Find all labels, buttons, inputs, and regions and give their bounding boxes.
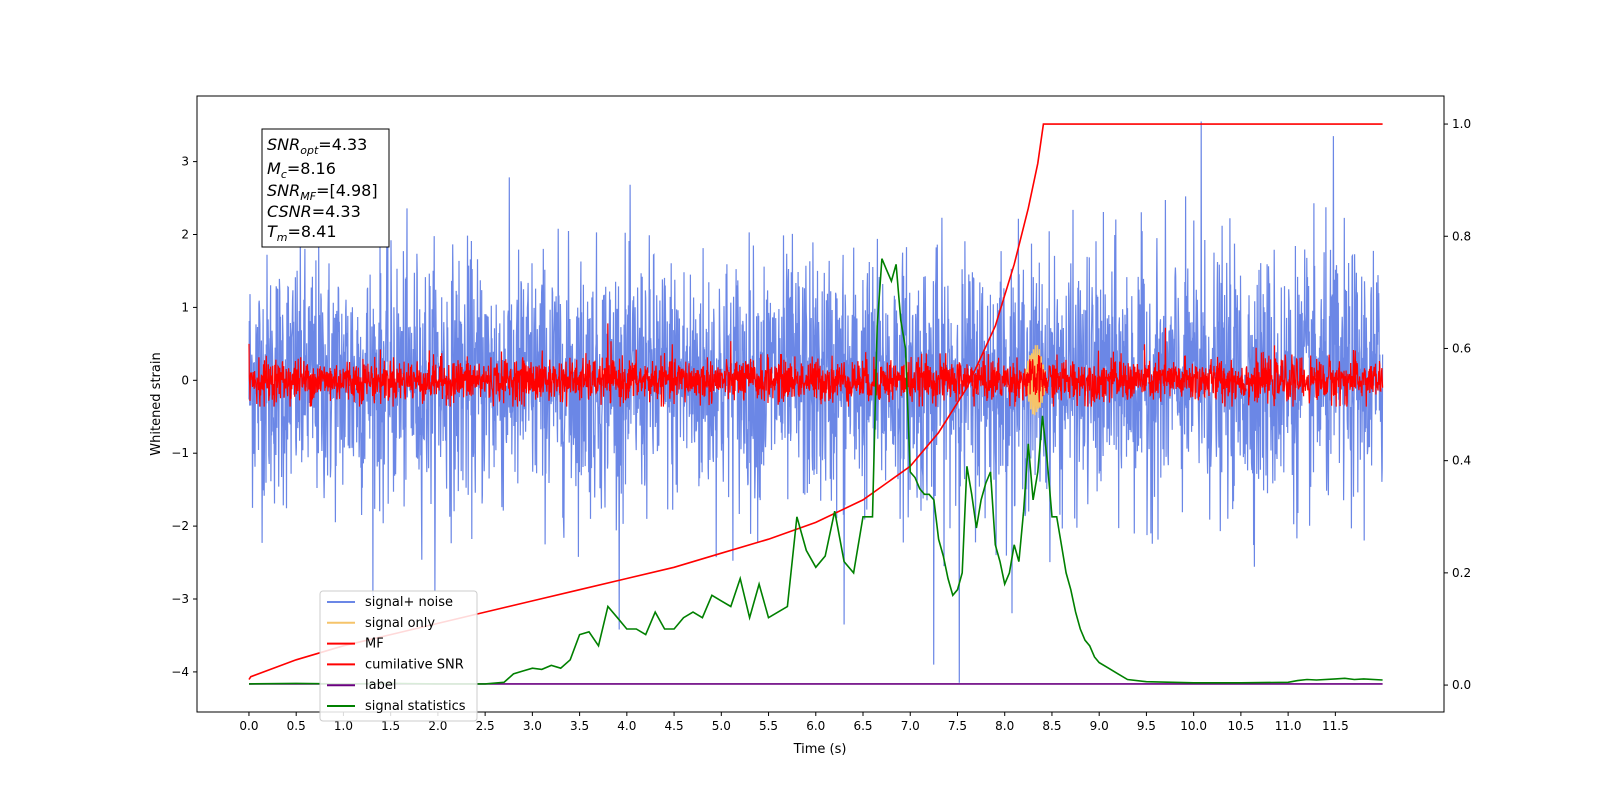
legend-label: MF <box>365 637 384 652</box>
y2-tick-label: 0.4 <box>1452 454 1471 468</box>
x-tick-label: 0.5 <box>287 719 306 733</box>
y2-tick-label: 0.0 <box>1452 678 1471 692</box>
x-tick-label: 8.5 <box>1042 719 1061 733</box>
legend-label: signal+ noise <box>365 595 453 610</box>
x-tick-label: 6.5 <box>853 719 872 733</box>
x-tick-label: 3.5 <box>570 719 589 733</box>
y2-tick-label: 0.2 <box>1452 566 1471 580</box>
x-tick-label: 4.5 <box>665 719 684 733</box>
annotation-snr-opt: SNRopt=4.33 <box>267 135 367 157</box>
legend-label: signal statistics <box>365 699 466 714</box>
x-tick-label: 3.0 <box>523 719 542 733</box>
x-tick-label: 9.5 <box>1137 719 1156 733</box>
y-axis-left: −4 −3 −2 −1 0 1 2 3 <box>171 155 197 679</box>
y-tick-label: 1 <box>181 300 189 314</box>
y-axis-label: Whitened strain <box>149 352 164 455</box>
annotation-csnr: CSNR=4.33 <box>267 202 361 221</box>
x-tick-label: 6.0 <box>806 719 825 733</box>
annotation-box: SNRopt=4.33 Mc=8.16 SNRMF=[4.98] CSNR=4.… <box>261 128 390 248</box>
x-tick-label: 1.0 <box>334 719 353 733</box>
y2-tick-label: 0.8 <box>1452 229 1471 243</box>
y-tick-label: −4 <box>171 665 189 679</box>
legend-label: cumilative SNR <box>365 657 464 672</box>
legend-label: label <box>365 678 396 693</box>
series-signal-noise <box>248 121 1384 683</box>
annotation-snr-mf: SNRMF=[4.98] <box>267 181 378 203</box>
y-tick-label: −3 <box>171 592 189 606</box>
x-tick-label: 10.5 <box>1228 719 1255 733</box>
x-tick-label: 8.0 <box>995 719 1014 733</box>
series-mf <box>248 323 1384 407</box>
legend-label: signal only <box>365 616 435 631</box>
annotation-tm: Tm=8.41 <box>267 222 337 244</box>
x-tick-label: 7.0 <box>901 719 920 733</box>
plot-frame <box>196 95 1445 713</box>
x-tick-label: 9.0 <box>1090 719 1109 733</box>
y-axis-right: 0.0 0.2 0.4 0.6 0.8 1.0 <box>1444 117 1471 692</box>
x-tick-label: 2.5 <box>476 719 495 733</box>
y-tick-label: 2 <box>181 228 189 242</box>
x-tick-label: 0.0 <box>239 719 258 733</box>
x-tick-label: 7.5 <box>948 719 967 733</box>
x-axis: 0.0 0.5 1.0 1.5 2.0 2.5 3.0 3.5 4.0 4.5 5.0 5.5 6.0 6… <box>239 712 1349 733</box>
x-tick-label: 11.5 <box>1322 719 1349 733</box>
y-tick-label: −1 <box>171 446 189 460</box>
x-tick-label: 5.0 <box>712 719 731 733</box>
y-tick-label: 0 <box>181 373 189 387</box>
y2-tick-label: 0.6 <box>1452 341 1471 355</box>
y-tick-label: 3 <box>181 155 189 169</box>
series-signal-statistics <box>248 258 1383 685</box>
x-tick-label: 5.5 <box>759 719 778 733</box>
annotation-mc: Mc=8.16 <box>267 159 336 181</box>
y2-tick-label: 1.0 <box>1452 117 1471 131</box>
x-tick-label: 2.0 <box>428 719 447 733</box>
x-tick-label: 11.0 <box>1275 719 1302 733</box>
legend: signal+ noise signal only MF cumilative SNR… <box>319 590 478 722</box>
x-tick-label: 1.5 <box>381 719 400 733</box>
x-tick-label: 4.0 <box>617 719 636 733</box>
x-tick-label: 10.0 <box>1180 719 1207 733</box>
x-axis-label: Time (s) <box>793 742 847 757</box>
y-tick-label: −2 <box>171 519 189 533</box>
